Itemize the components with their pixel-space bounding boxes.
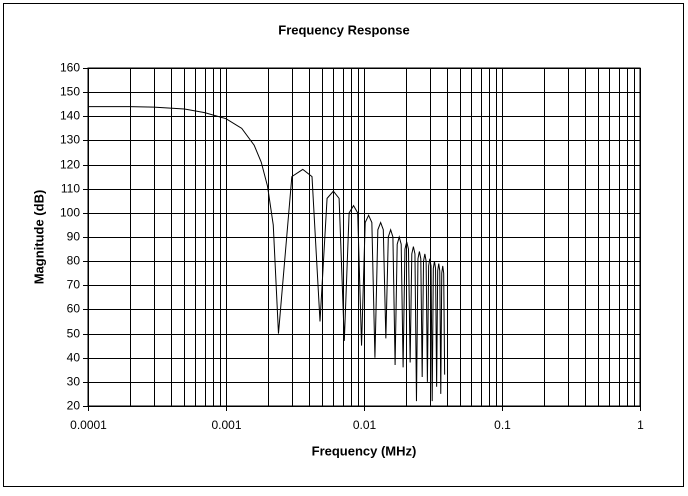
y-tick-label: 60	[67, 302, 81, 316]
y-tick-label: 30	[67, 375, 81, 389]
chart-title: Frequency Response	[278, 22, 410, 37]
y-tick-label: 150	[60, 85, 80, 99]
y-tick-label: 140	[60, 109, 80, 123]
y-tick-label: 40	[67, 351, 81, 365]
data-line	[88, 106, 446, 402]
x-axis-label: Frequency (MHz)	[312, 443, 417, 458]
x-tick-label: 0.1	[494, 418, 511, 432]
x-tick-label: 0.01	[353, 418, 377, 432]
y-tick-label: 50	[67, 327, 81, 341]
x-tick-label: 1	[637, 418, 644, 432]
y-tick-label: 130	[60, 133, 80, 147]
x-tick-label: 0.0001	[70, 418, 107, 432]
y-tick-label: 160	[60, 61, 80, 75]
y-tick-label: 110	[61, 182, 80, 196]
y-tick-label: 70	[67, 278, 81, 292]
y-tick-label: 80	[67, 254, 81, 268]
y-tick-label: 120	[60, 158, 80, 172]
x-tick-label: 0.001	[211, 418, 241, 432]
y-axis-label: Magnitude (dB)	[31, 190, 46, 285]
y-tick-label: 20	[67, 399, 81, 413]
y-tick-label: 90	[67, 230, 81, 244]
y-tick-label: 100	[60, 206, 80, 220]
